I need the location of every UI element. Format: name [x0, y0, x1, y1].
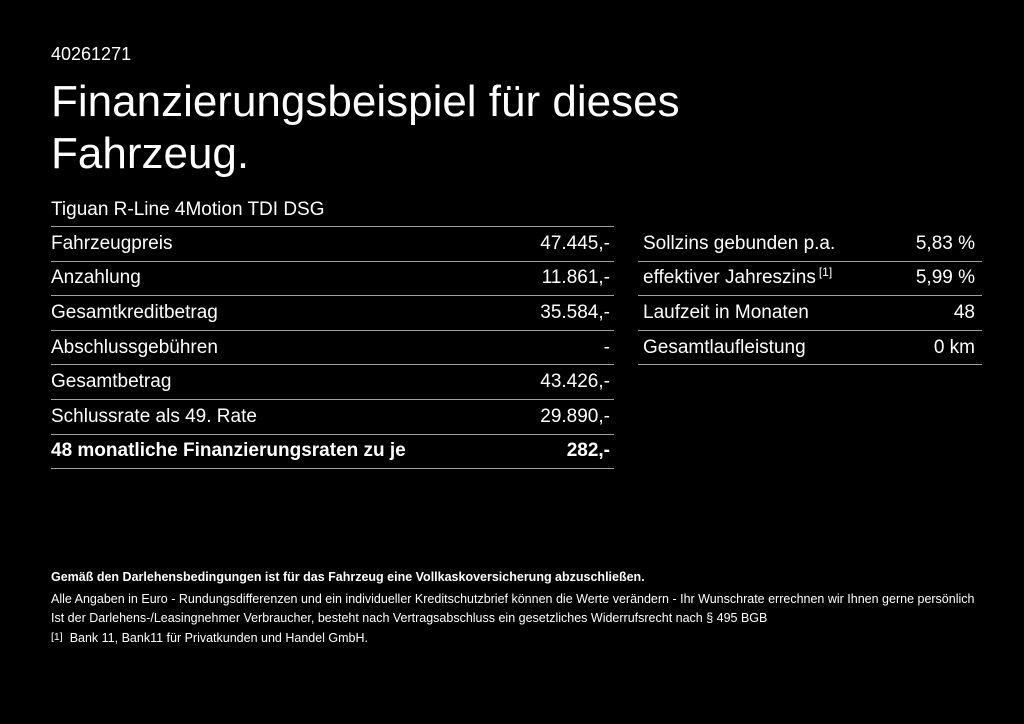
row-value: 29.890,-: [540, 405, 610, 427]
footnote-bank: [1] Bank 11, Bank11 für Privatkunden und …: [51, 630, 368, 647]
document-number: 40261271: [51, 44, 132, 64]
row-label: Gesamtlaufleistung: [643, 336, 806, 358]
page-title: Finanzierungsbeispiel für dieses Fahrzeu…: [51, 77, 680, 178]
vehicle-model-label: Tiguan R-Line 4Motion TDI DSG: [51, 199, 325, 220]
footnote-ref: [1]: [818, 265, 833, 280]
row-label: Laufzeit in Monaten: [643, 301, 809, 323]
row-value: 5,99 %: [915, 267, 975, 289]
table-row-monthly-rate: 48 monatliche Finanzierungsraten zu je 2…: [51, 435, 614, 470]
row-value: 35.584,-: [540, 301, 610, 323]
row-value: -: [603, 336, 610, 358]
row-value: 282,-: [566, 440, 610, 462]
row-value: 5,83 %: [915, 232, 975, 254]
table-row: Gesamtkreditbetrag 35.584,-: [51, 296, 614, 331]
row-value: 48: [953, 301, 975, 323]
table-row: Sollzins gebunden p.a. 5,83 %: [638, 227, 982, 262]
row-label: Schlussrate als 49. Rate: [51, 405, 257, 427]
table-row: Laufzeit in Monaten 48: [638, 296, 982, 331]
conditions-table: Sollzins gebunden p.a. 5,83 % effektiver…: [638, 227, 982, 366]
row-label: Fahrzeugpreis: [51, 232, 173, 254]
disclaimer-values: Alle Angaben in Euro - Rundungsdifferenz…: [51, 592, 975, 606]
row-label: Gesamtbetrag: [51, 371, 172, 393]
insurance-note: Gemäß den Darlehensbedingungen ist für d…: [51, 570, 645, 584]
row-value: 0 km: [933, 336, 975, 358]
vehicle-model-header: Tiguan R-Line 4Motion TDI DSG: [51, 196, 614, 227]
table-row: Fahrzeugpreis 47.445,-: [51, 227, 614, 262]
row-value: 11.861,-: [541, 267, 610, 289]
table-row: Anzahlung 11.861,-: [51, 262, 614, 297]
row-label: Abschlussgebühren: [51, 336, 218, 358]
table-row: effektiver Jahreszins [1] 5,99 %: [638, 262, 982, 297]
table-row: Gesamtbetrag 43.426,-: [51, 365, 614, 400]
row-label: Anzahlung: [51, 267, 141, 289]
row-label: 48 monatliche Finanzierungsraten zu je: [51, 440, 406, 462]
footnote-text: Bank 11, Bank11 für Privatkunden und Han…: [69, 631, 369, 645]
disclaimer-withdrawal: Ist der Darlehens-/Leasingnehmer Verbrau…: [51, 611, 768, 625]
row-value: 47.445,-: [540, 232, 610, 254]
table-row: Schlussrate als 49. Rate 29.890,-: [51, 400, 614, 435]
table-row: Gesamtlaufleistung 0 km: [638, 331, 982, 366]
row-label: Gesamtkreditbetrag: [51, 301, 218, 323]
table-row: Abschlussgebühren -: [51, 331, 614, 366]
finance-table: Tiguan R-Line 4Motion TDI DSG Fahrzeugpr…: [51, 196, 614, 470]
row-label: effektiver Jahreszins [1]: [643, 265, 833, 289]
footnote-marker: [1]: [51, 631, 63, 643]
row-value: 43.426,-: [540, 371, 610, 393]
row-label: Sollzins gebunden p.a.: [643, 232, 836, 254]
